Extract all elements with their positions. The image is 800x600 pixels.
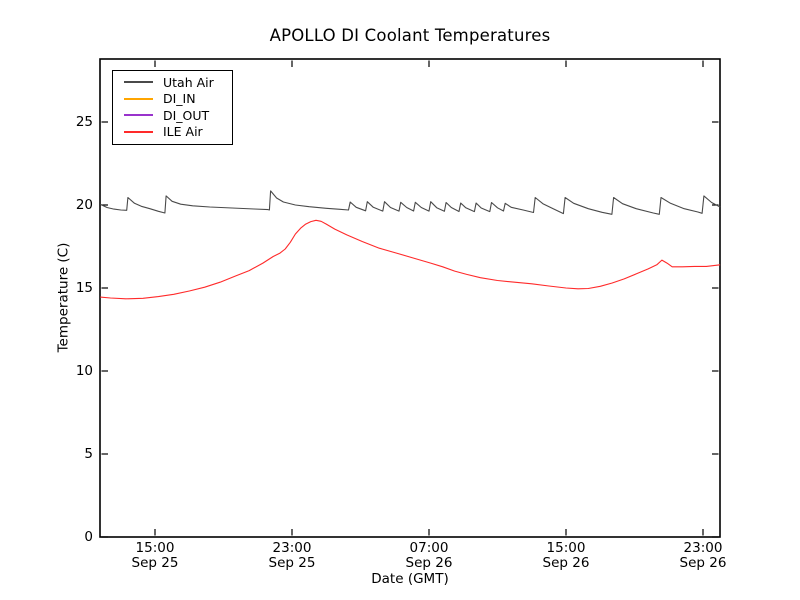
chart-title: APOLLO DI Coolant Temperatures <box>269 26 551 45</box>
series-line-ile-air <box>100 219 721 300</box>
legend-item: ILE Air <box>113 124 232 141</box>
x-tick-time: 15:00 <box>135 540 175 556</box>
legend-item: Utah Air <box>113 74 232 91</box>
y-tick-label: 25 <box>75 114 93 130</box>
x-tick-date: Sep 25 <box>131 555 179 571</box>
x-axis-label: Date (GMT) <box>371 571 449 587</box>
x-tick-date: Sep 25 <box>268 555 316 571</box>
x-tick-date: Sep 26 <box>405 555 453 571</box>
x-tick-time: 15:00 <box>546 540 586 556</box>
x-tick-label: 23:00 Sep 26 <box>658 541 748 571</box>
series-line-utah-air <box>99 190 721 215</box>
plot-frame <box>99 58 721 538</box>
x-tick-label: 23:00 Sep 25 <box>247 541 337 571</box>
legend-label: Utah Air <box>163 74 214 90</box>
legend-item: DI_OUT <box>113 107 232 124</box>
x-tick-label: 07:00 Sep 26 <box>384 541 474 571</box>
y-tick-label: 15 <box>75 280 93 296</box>
y-tick-label: 10 <box>75 363 93 379</box>
legend-label: DI_IN <box>163 91 196 107</box>
x-tick-date: Sep 26 <box>679 555 727 571</box>
legend-item: DI_IN <box>113 91 232 108</box>
y-tick-label: 0 <box>84 529 93 545</box>
legend-line-sample <box>124 130 153 133</box>
legend-line-sample <box>124 114 153 117</box>
x-tick-label: 15:00 Sep 26 <box>521 541 611 571</box>
x-tick-time: 23:00 <box>683 540 723 556</box>
legend-line-sample <box>124 81 153 84</box>
legend-line-sample <box>124 97 153 100</box>
x-tick-label: 15:00 Sep 25 <box>110 541 200 571</box>
x-tick-date: Sep 26 <box>542 555 590 571</box>
legend: Utah Air DI_IN DI_OUT ILE Air <box>112 70 233 145</box>
x-tick-time: 07:00 <box>409 540 449 556</box>
legend-label: DI_OUT <box>163 107 210 123</box>
y-tick-label: 5 <box>84 446 93 462</box>
x-tick-time: 23:00 <box>272 540 312 556</box>
y-tick-label: 20 <box>75 197 93 213</box>
legend-label: ILE Air <box>163 124 203 140</box>
